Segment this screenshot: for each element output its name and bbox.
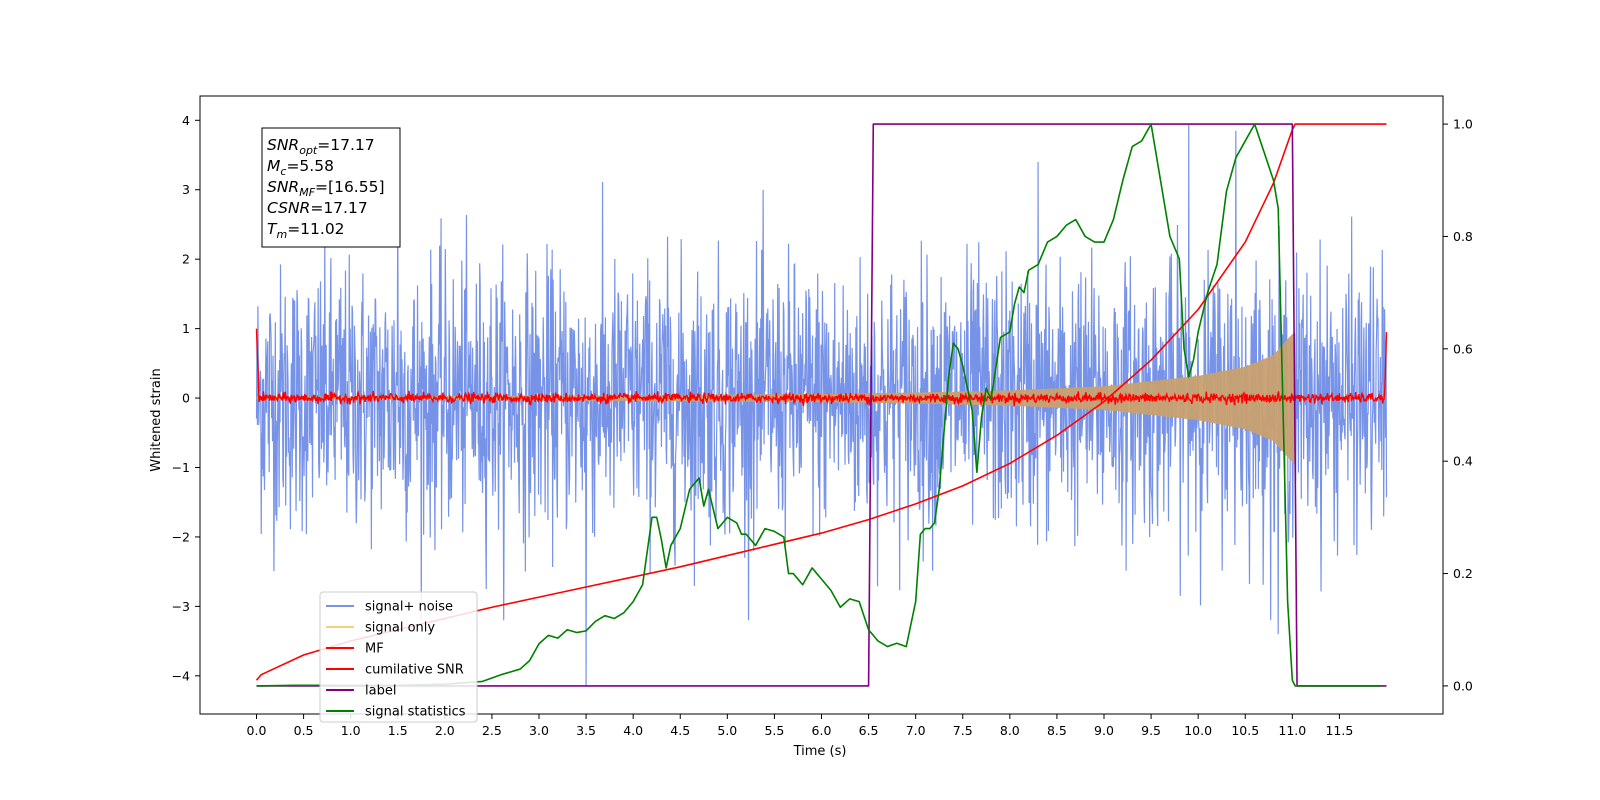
x-tick-label: 1.0 [341, 723, 361, 738]
x-tick-label: 11.0 [1278, 723, 1306, 738]
series-mf [255, 328, 1388, 407]
legend-frame [319, 591, 478, 723]
y-tick-label: 4 [182, 113, 190, 128]
y2-tick-label: 0.8 [1453, 229, 1473, 244]
x-tick-label: 8.0 [1000, 723, 1020, 738]
x-tick-label: 4.0 [623, 723, 643, 738]
y2-tick-label: 0.0 [1453, 678, 1473, 693]
y2-tick-label: 1.0 [1453, 117, 1473, 132]
x-tick-label: 3.0 [529, 723, 549, 738]
stat-line: SNRopt=17.17 [267, 136, 375, 157]
x-tick-label: 10.0 [1184, 723, 1212, 738]
y2-tick-label: 0.2 [1453, 566, 1473, 581]
x-tick-label: 9.0 [1094, 723, 1114, 738]
legend-label: signal only [365, 621, 435, 636]
x-tick-label: 10.5 [1231, 723, 1259, 738]
x-axis-label: Time (s) [793, 744, 847, 759]
legend-label: signal statistics [365, 705, 466, 720]
x-tick-label: 2.5 [482, 723, 502, 738]
x-tick-label: 0.0 [247, 723, 267, 738]
x-tick-label: 5.5 [764, 723, 784, 738]
x-tick-label: 7.0 [906, 723, 926, 738]
legend-label: MF [365, 642, 384, 657]
y2-tick-label: 0.6 [1453, 341, 1473, 356]
legend: signal+ noise signal only MF cumilative SNR… [319, 591, 478, 723]
stat-line: CSNR=17.17 [267, 199, 368, 217]
series-signal-noise [255, 123, 1388, 687]
x-tick-label: 1.5 [388, 723, 408, 738]
stat-line: SNRMF=[16.55] [267, 178, 385, 199]
legend-label: label [365, 684, 396, 699]
x-tick-label: 8.5 [1047, 723, 1067, 738]
stats-box-frame [261, 127, 401, 248]
y-tick-label: 2 [182, 252, 190, 267]
x-tick-label: 6.5 [859, 723, 879, 738]
stats-box: SNRopt=17.17Mc=5.58SNRMF=[16.55]CSNR=17.… [261, 127, 401, 248]
legend-label: signal+ noise [365, 600, 453, 615]
y-tick-label: −4 [172, 668, 190, 683]
y-axis-label: Whitened strain [149, 368, 164, 471]
x-tick-label: 7.5 [953, 723, 973, 738]
x-tick-label: 11.5 [1325, 723, 1353, 738]
x-tick-label: 5.0 [717, 723, 737, 738]
x-tick-label: 3.5 [576, 723, 596, 738]
y2-tick-label: 0.4 [1453, 454, 1473, 469]
stat-line: Tm=11.02 [267, 220, 345, 241]
y-tick-label: 3 [182, 182, 190, 197]
x-tick-label: 0.5 [294, 723, 314, 738]
stat-line: Mc=5.58 [267, 157, 334, 178]
x-tick-label: 6.0 [812, 723, 832, 738]
y-tick-label: 1 [182, 321, 190, 336]
x-tick-label: 2.0 [435, 723, 455, 738]
y-tick-label: −2 [172, 529, 190, 544]
y-tick-label: −1 [172, 460, 190, 475]
x-tick-label: 4.5 [670, 723, 690, 738]
y-tick-label: −3 [172, 599, 190, 614]
x-tick-label: 9.5 [1141, 723, 1161, 738]
y-tick-label: 0 [182, 391, 190, 406]
series-signal-statistics [256, 123, 1382, 687]
legend-label: cumilative SNR [365, 663, 464, 678]
